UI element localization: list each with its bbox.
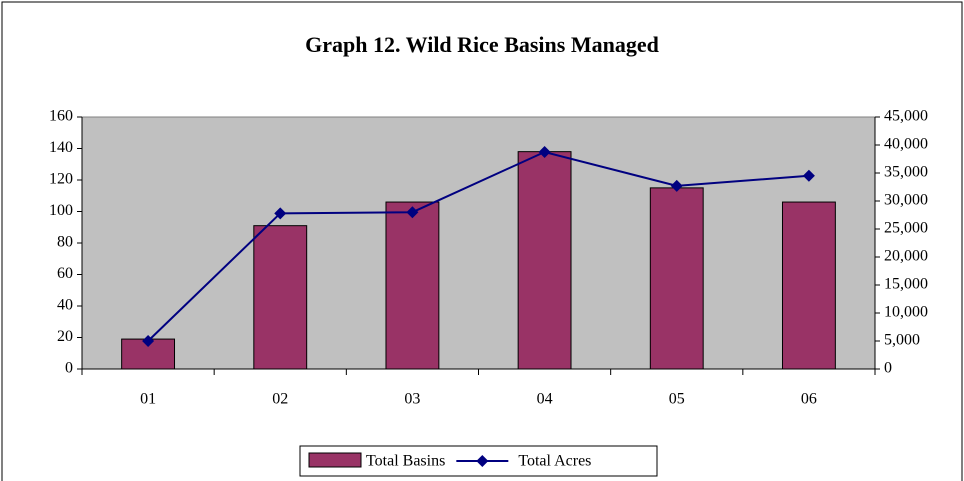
y2-tick-label: 30,000 [884, 192, 928, 209]
bar [253, 225, 308, 370]
marker [142, 335, 155, 347]
legend-label: Total Basins [366, 453, 445, 470]
legend-marker [476, 455, 489, 467]
y2-tick-label: 35,000 [884, 164, 928, 181]
marker [670, 179, 683, 192]
y-tick-label: 40 [57, 297, 73, 314]
chart-title: Graph 12. Wild Rice Basins Managed [305, 32, 659, 57]
bar [385, 201, 440, 370]
x-tick-label: 06 [801, 391, 817, 408]
x-tick-label: 04 [537, 391, 553, 408]
bar [781, 201, 836, 370]
x-tick-label: 03 [404, 391, 420, 408]
legend-swatch [308, 452, 362, 468]
plot-area [81, 116, 876, 370]
y2-tick-label: 40,000 [884, 136, 928, 153]
x-tick-label: 01 [140, 391, 156, 408]
bar [649, 187, 704, 370]
y2-tick-label: 15,000 [884, 276, 928, 293]
y2-tick-label: 45,000 [884, 108, 928, 125]
y2-tick-label: 0 [884, 360, 892, 377]
marker [274, 207, 287, 220]
marker [406, 206, 419, 219]
y2-tick-label: 25,000 [884, 220, 928, 237]
marker [802, 169, 815, 182]
y-tick-label: 140 [49, 139, 73, 156]
y-tick-label: 160 [49, 108, 73, 125]
legend-label: Total Acres [518, 453, 591, 470]
y2-tick-label: 5,000 [884, 332, 920, 349]
y-tick-label: 0 [65, 360, 73, 377]
y-tick-label: 100 [49, 202, 73, 219]
y2-tick-label: 10,000 [884, 304, 928, 321]
line [147, 150, 809, 342]
y-tick-label: 80 [57, 234, 73, 251]
x-tick-label: 02 [272, 391, 288, 408]
y-tick-label: 60 [57, 265, 73, 282]
y-tick-label: 20 [57, 328, 73, 345]
y2-tick-label: 20,000 [884, 248, 928, 265]
y-tick-label: 120 [49, 171, 73, 188]
x-tick-label: 05 [669, 391, 685, 408]
marker [538, 146, 551, 158]
bar [517, 151, 572, 370]
